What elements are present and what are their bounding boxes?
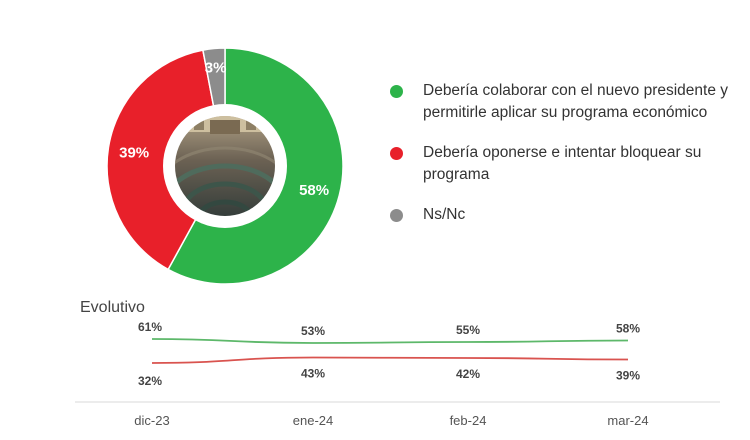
legend-label: Debería colaborar con el nuevo president… [423, 82, 729, 121]
point-label-oponerse: 42% [456, 367, 480, 381]
legend-dot-green [390, 85, 403, 98]
x-tick-label: dic-23 [134, 413, 169, 428]
donut-value-label-oponerse: 39% [119, 145, 149, 162]
x-tick-label: ene-24 [293, 413, 333, 428]
legend-label: Ns/Nc [423, 206, 466, 223]
x-tick-label: mar-24 [607, 413, 648, 428]
point-label-oponerse: 39% [616, 369, 640, 383]
legend-item-oponerse: Debería oponerse e intentar bloquear su … [390, 142, 730, 186]
series-line-oponerse [151, 356, 629, 364]
legend-item-nsnc: Ns/Nc [390, 204, 730, 226]
point-label-colaborar: 53% [301, 324, 325, 338]
point-label-colaborar: 58% [616, 322, 640, 336]
legend-dot-red [390, 147, 403, 160]
point-label-oponerse: 43% [301, 367, 325, 381]
x-tick-label: feb-24 [450, 413, 487, 428]
point-label-colaborar: 61% [138, 320, 162, 334]
point-label-oponerse: 32% [138, 374, 162, 388]
donut-chart: 58% 39% 3% [106, 47, 344, 285]
series-line-colaborar [151, 338, 629, 344]
evolutivo-title: Evolutivo [80, 299, 145, 316]
point-label-colaborar: 55% [456, 323, 480, 337]
donut-value-label-nsnc: 3% [205, 59, 227, 76]
donut-legend: Debería colaborar con el nuevo president… [390, 80, 730, 244]
legend-dot-gray [390, 209, 403, 222]
legend-item-colaborar: Debería colaborar con el nuevo president… [390, 80, 730, 124]
donut-value-label-colaborar: 58% [299, 182, 329, 199]
legend-label: Debería oponerse e intentar bloquear su … [423, 144, 702, 183]
